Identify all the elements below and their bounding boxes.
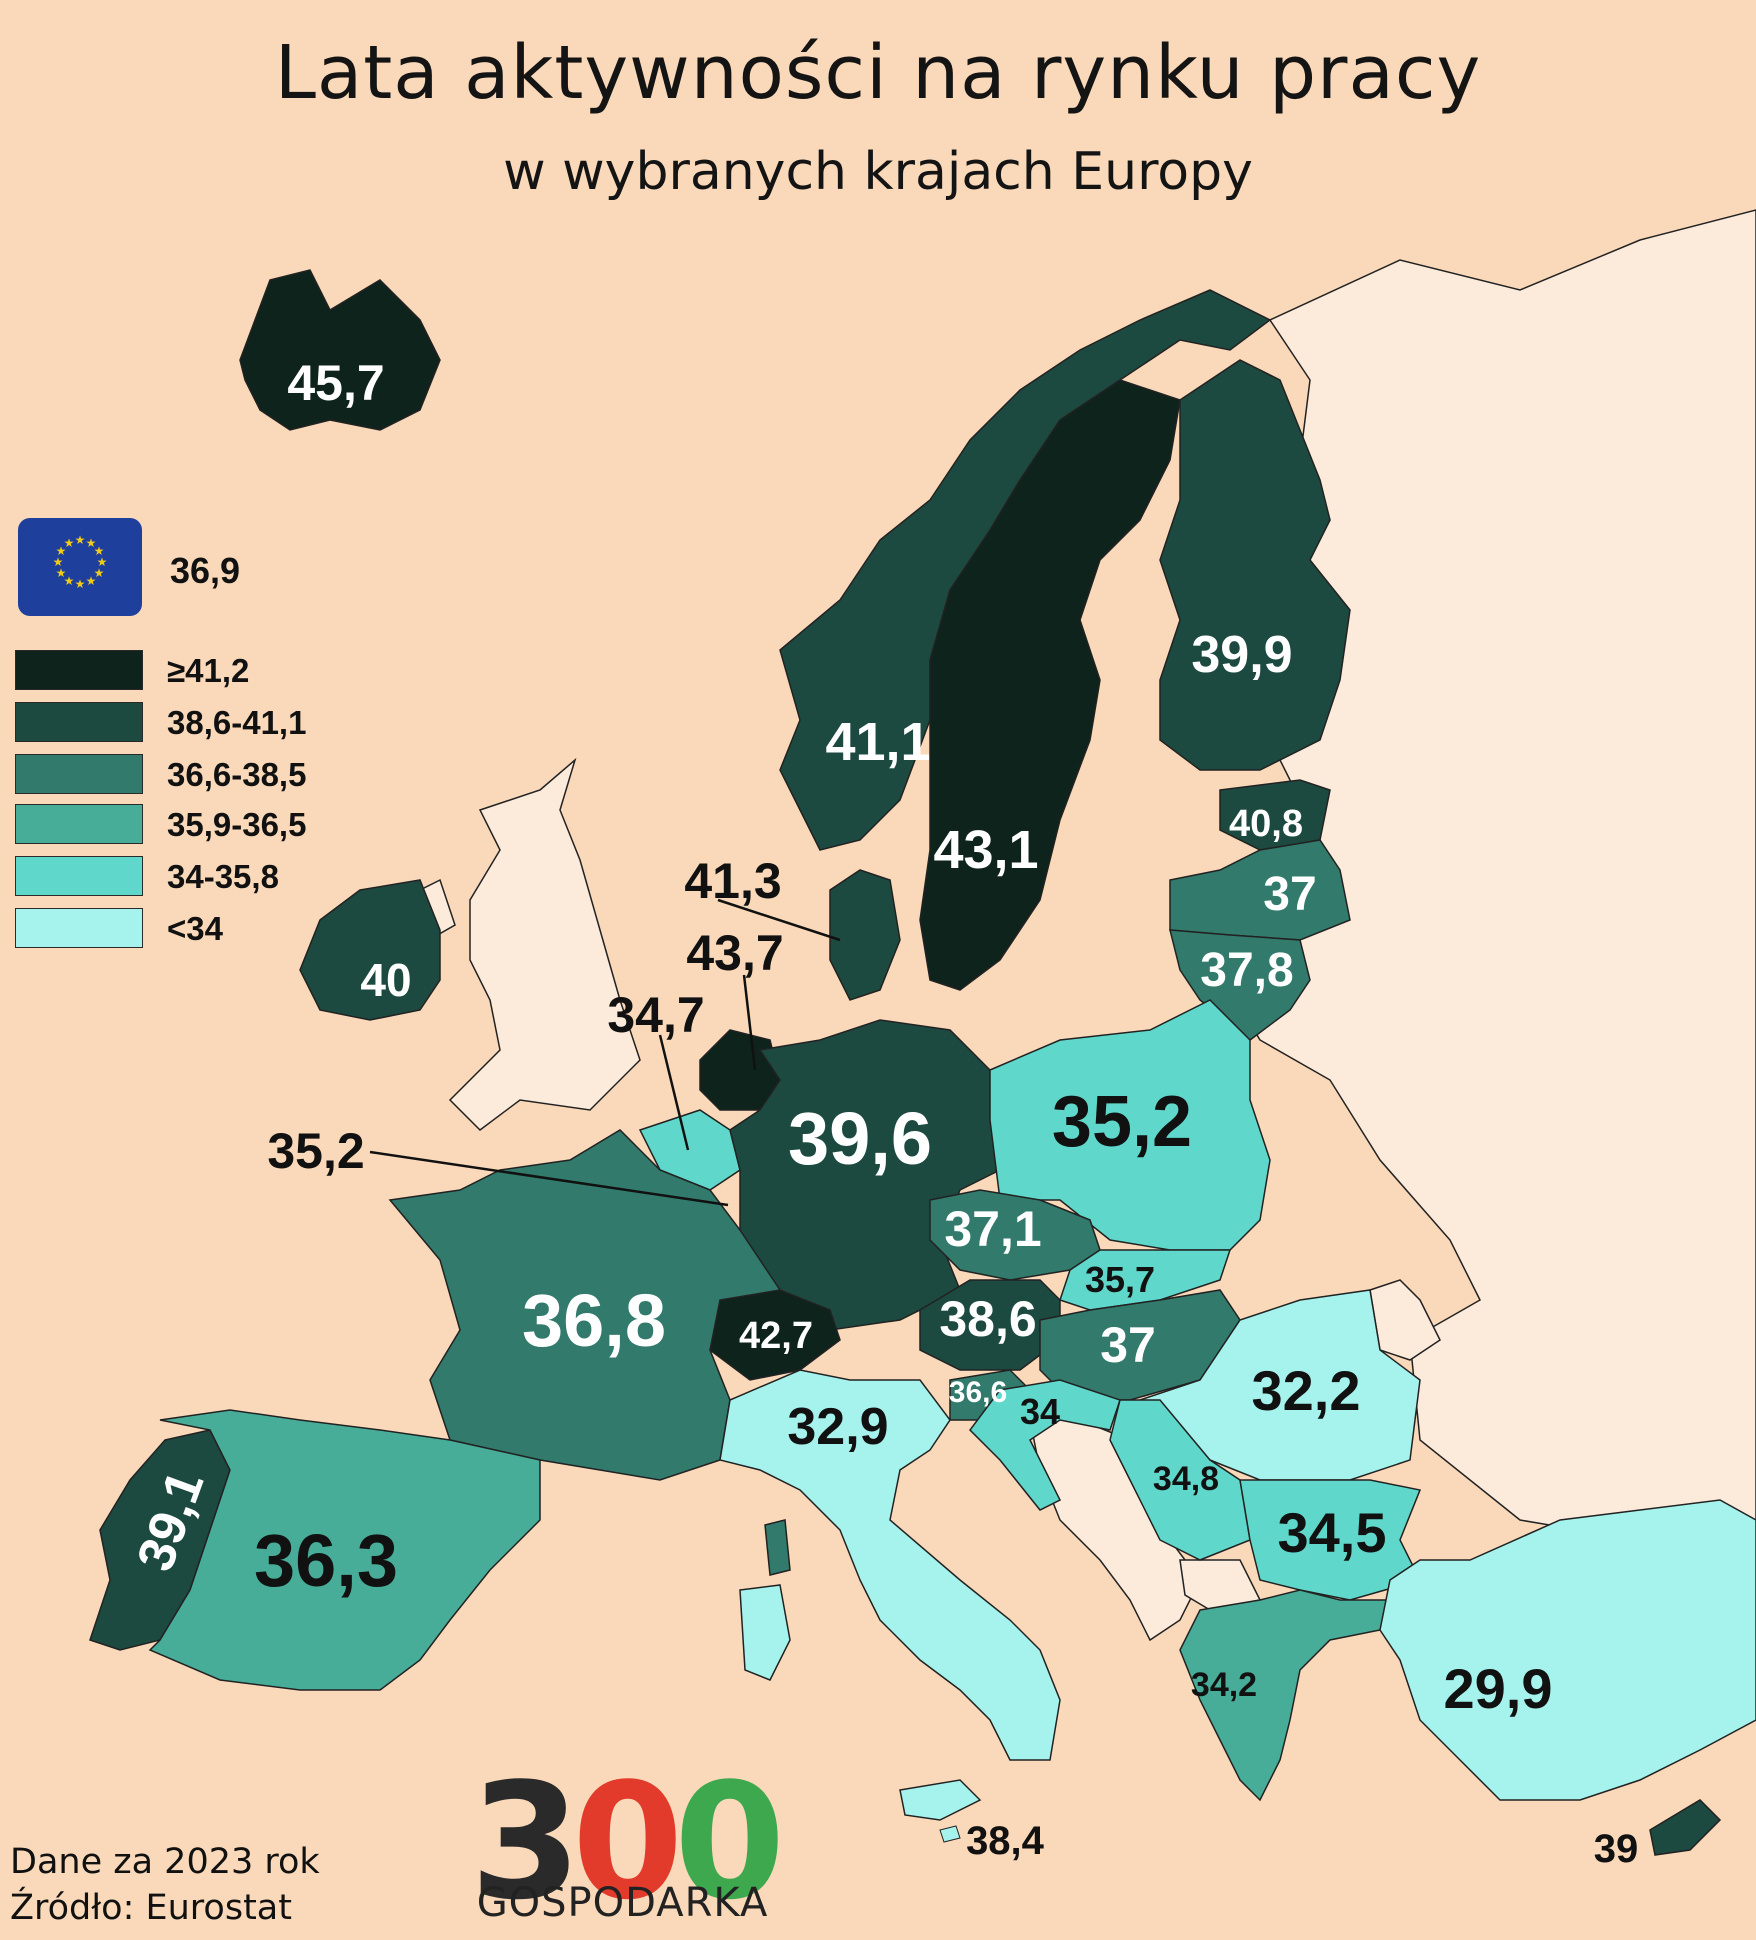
svg-text:★: ★ — [64, 574, 75, 588]
label-france: 36,8 — [522, 1279, 666, 1362]
eu-stars-icon: ★ ★ ★ ★ ★ ★ ★ ★ ★ ★ ★ ★ — [53, 533, 108, 591]
label-austria: 38,6 — [939, 1291, 1036, 1347]
svg-text:★: ★ — [56, 566, 67, 580]
sweden-shape — [919, 379, 1181, 991]
label-romania: 32,2 — [1252, 1359, 1361, 1422]
leader-line-belgium — [658, 1034, 690, 1151]
label-germany: 39,6 — [788, 1097, 932, 1180]
page-title: Lata aktywności na rynku pracy — [274, 30, 1482, 116]
svg-text:★: ★ — [97, 555, 108, 569]
label-serbia: 34,8 — [1153, 1460, 1219, 1498]
svg-text:★: ★ — [56, 544, 67, 558]
svg-text:★: ★ — [75, 577, 86, 591]
page-subtitle: w wybranych krajach Europy — [503, 142, 1253, 202]
label-malta: 38,4 — [966, 1819, 1045, 1863]
spain-shape — [148, 1409, 541, 1691]
label-belgium: 34,7 — [607, 987, 704, 1043]
label-slovakia: 35,7 — [1085, 1259, 1155, 1300]
france-shape — [388, 1129, 782, 1481]
country-labels: 45,7 41,1 43,1 39,9 40,8 37 37,8 41,3 43… — [126, 355, 1638, 1871]
source-note: Źródło: Eurostat — [10, 1888, 292, 1928]
leader-lines — [369, 898, 841, 1207]
label-finland: 39,9 — [1191, 626, 1292, 684]
svg-text:★: ★ — [86, 574, 97, 588]
turkey-shape — [1379, 1499, 1756, 1801]
slovakia-shape — [1059, 1249, 1232, 1311]
malta-shape — [939, 1825, 961, 1843]
legend-label: ≥41,2 — [167, 652, 250, 689]
label-greece: 34,2 — [1191, 1666, 1257, 1704]
cyprus-shape — [1649, 1799, 1722, 1856]
greece-shape — [1179, 1589, 1392, 1802]
great-britain — [448, 757, 641, 1131]
label-ireland: 40 — [360, 954, 411, 1006]
label-hungary: 37 — [1100, 1317, 1156, 1373]
label-estonia: 40,8 — [1229, 803, 1303, 845]
ireland-shape — [299, 879, 441, 1021]
svg-text:★: ★ — [94, 566, 105, 580]
switzerland-shape — [709, 1289, 841, 1381]
label-poland: 35,2 — [1052, 1082, 1192, 1162]
label-norway: 41,1 — [825, 712, 930, 772]
label-netherlands: 43,7 — [686, 925, 783, 981]
logo-digit-0-green: 0 — [674, 1748, 786, 1935]
svg-text:★: ★ — [75, 533, 86, 547]
denmark-shape — [829, 869, 901, 1001]
italy-shape — [719, 1369, 1061, 1761]
svg-text:★: ★ — [86, 536, 97, 550]
label-iceland: 45,7 — [287, 355, 384, 411]
eu-average-value: 36,9 — [170, 550, 241, 591]
logo-wordmark: GOSPODARKA — [476, 1880, 769, 1926]
legend-swatch — [15, 702, 143, 742]
legend-swatch — [15, 856, 143, 896]
legend-swatch — [15, 754, 143, 794]
label-czechia: 37,1 — [944, 1201, 1041, 1257]
label-latvia: 37 — [1263, 868, 1316, 921]
latvia-shape — [1169, 839, 1351, 941]
logo-digit-3: 3 — [470, 1748, 582, 1935]
label-croatia: 34 — [1020, 1391, 1060, 1432]
sicily-shape — [899, 1779, 982, 1821]
iceland-shape — [239, 269, 441, 431]
legend-label: 35,9-36,5 — [167, 806, 307, 843]
label-sweden: 43,1 — [933, 820, 1038, 880]
leader-line-luxembourg — [369, 1150, 729, 1207]
label-italy: 32,9 — [787, 1398, 888, 1456]
legend-label: 36,6-38,5 — [167, 756, 307, 793]
label-denmark: 41,3 — [684, 853, 781, 909]
leader-line-denmark — [717, 898, 841, 942]
eu-flag: ★ ★ ★ ★ ★ ★ ★ ★ ★ ★ ★ ★ — [18, 518, 142, 616]
logo-digit-0-red: 0 — [572, 1748, 684, 1935]
label-slovenia: 36,6 — [949, 1376, 1007, 1409]
finland-shape — [1159, 359, 1351, 771]
label-cyprus: 39 — [1594, 1827, 1639, 1871]
legend-swatch — [15, 650, 143, 690]
svg-text:★: ★ — [94, 544, 105, 558]
label-turkey: 29,9 — [1444, 1657, 1553, 1720]
label-bulgaria: 34,5 — [1278, 1501, 1387, 1564]
leader-line-netherlands — [742, 974, 757, 1071]
svg-text:★: ★ — [53, 555, 64, 569]
label-switzerland: 42,7 — [739, 1315, 813, 1357]
corsica-shape — [764, 1519, 791, 1576]
data-year-note: Dane za 2023 rok — [10, 1842, 320, 1882]
countries — [89, 269, 1756, 1856]
legend-swatch — [15, 804, 143, 844]
label-luxembourg: 35,2 — [267, 1123, 364, 1179]
lithuania-shape — [1169, 929, 1311, 1041]
label-spain: 36,3 — [254, 1519, 398, 1602]
legend-label: 38,6-41,1 — [167, 704, 307, 741]
legend-swatch — [15, 908, 143, 948]
croatia-shape — [969, 1379, 1121, 1511]
sardinia-shape — [739, 1584, 791, 1681]
label-lithuania: 37,8 — [1200, 944, 1293, 997]
svg-text:★: ★ — [64, 536, 75, 550]
legend-label: 34-35,8 — [167, 858, 279, 895]
legend-label: <34 — [167, 910, 223, 947]
serbia-shape — [1109, 1399, 1251, 1561]
